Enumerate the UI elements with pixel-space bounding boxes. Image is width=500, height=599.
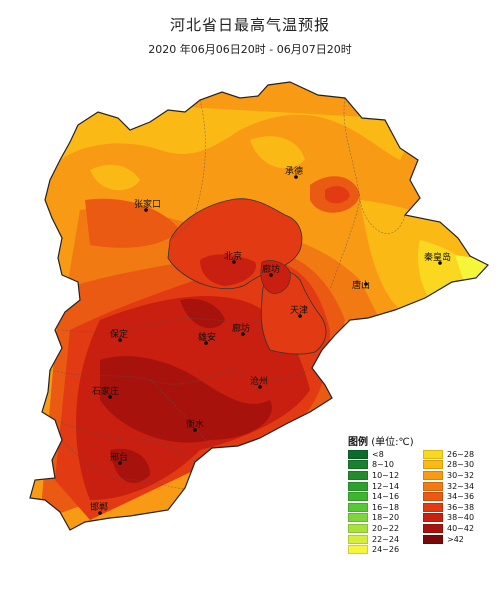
city-tianjin: 天津 [290, 305, 308, 318]
legend-swatch [348, 513, 368, 523]
city-beijing: 北京 [224, 250, 242, 264]
legend-item: 8~10 [348, 460, 399, 471]
legend-swatch [348, 492, 368, 502]
legend-swatch [423, 460, 443, 470]
legend-label: <8 [372, 449, 384, 459]
city-label-tianjin: 天津 [290, 305, 308, 316]
legend-swatch [423, 502, 443, 512]
legend-item: 40~42 [423, 523, 474, 534]
legend-item: 32~34 [423, 481, 474, 492]
legend-swatch [423, 492, 443, 502]
legend-label: 34~36 [447, 492, 475, 502]
legend-swatch [423, 470, 443, 480]
city-shijiazhuang: 石家庄 [92, 385, 119, 399]
legend-column-left: <8 8~10 10~12 12~14 14~16 16~18 18~20 20~22 22~2… [348, 449, 399, 555]
legend-swatch [423, 534, 443, 544]
legend-title: 图例 (单位:℃) [348, 433, 414, 448]
langfang-enclave [260, 260, 291, 295]
map-subtitle: 2020 年06月06日20时 - 06月07日20时 [148, 43, 352, 56]
legend-label: 12~14 [372, 481, 400, 491]
legend-item: 24~26 [348, 544, 399, 555]
city-label-xiongan: 雄安 [198, 331, 216, 343]
legend-label: 16~18 [372, 502, 400, 512]
legend-heading: 图例 [348, 437, 368, 448]
legend-item: >42 [423, 534, 474, 545]
city-xingtai: 邢台 [110, 451, 128, 465]
legend-swatch [423, 481, 443, 491]
legend-swatch [348, 502, 368, 512]
legend-swatch [348, 470, 368, 480]
legend-label: 22~24 [372, 534, 400, 544]
legend-label: 14~16 [372, 492, 400, 502]
city-label-tangshan: 唐山 [352, 279, 370, 291]
legend-swatch [423, 513, 443, 523]
map-title: 河北省日最高气温预报 [169, 16, 330, 34]
city-label-shijiazhuang: 石家庄 [92, 385, 119, 397]
city-baoding: 保定 [110, 328, 128, 342]
city-langfang-2: 廊坊 [232, 322, 250, 336]
city-label-zhangjiakou: 张家口 [134, 198, 161, 210]
city-label-langfang-2: 廊坊 [232, 322, 250, 334]
legend-item: 10~12 [348, 470, 399, 481]
legend-label: 26~28 [447, 449, 475, 459]
legend-item: 14~16 [348, 491, 399, 502]
legend-item: 30~32 [423, 470, 474, 481]
legend-label: 30~32 [447, 470, 475, 480]
legend-swatch [348, 481, 368, 491]
legend-swatch [348, 449, 368, 459]
city-qinhuangdao: 秦皇岛 [424, 251, 451, 265]
legend-column-right: 26~28 28~30 30~32 32~34 34~36 36~38 38~40 40~42… [423, 449, 474, 544]
legend-swatch [348, 523, 368, 533]
legend-item: 26~28 [423, 449, 474, 460]
legend-item: 28~30 [423, 460, 474, 471]
city-tangshan: 唐山 [352, 279, 370, 291]
city-label-baoding: 保定 [110, 328, 128, 340]
city-label-cangzhou: 沧州 [250, 375, 268, 387]
legend-label: 32~34 [447, 481, 475, 491]
city-label-qinhuangdao: 秦皇岛 [424, 251, 451, 263]
legend-item: 38~40 [423, 513, 474, 524]
legend-label: 20~22 [372, 523, 400, 533]
legend-swatch [348, 534, 368, 544]
legend-label: 10~12 [372, 470, 400, 480]
city-hengshui: 衡水 [186, 418, 204, 432]
legend-label: 28~30 [447, 460, 475, 470]
city-label-handan: 邯郸 [90, 501, 108, 513]
legend-item: 34~36 [423, 491, 474, 502]
legend-swatch [423, 523, 443, 533]
legend-item: 12~14 [348, 481, 399, 492]
province-outline [29, 81, 489, 531]
legend: 图例 (单位:℃) <8 8~10 10~12 12~14 14~16 16~18 18~2… [345, 433, 495, 555]
legend-swatch [348, 545, 368, 555]
city-langfang: 廊坊 [262, 263, 280, 277]
city-handan: 邯郸 [90, 501, 108, 515]
city-cangzhou: 沧州 [250, 375, 268, 389]
legend-item: 18~20 [348, 513, 399, 524]
legend-unit: (单位:℃) [371, 437, 414, 448]
legend-item: 22~24 [348, 534, 399, 545]
legend-label: 40~42 [447, 523, 475, 533]
city-label-beijing: 北京 [224, 250, 242, 262]
legend-label: 18~20 [372, 513, 400, 523]
legend-item: 20~22 [348, 523, 399, 534]
legend-swatch [423, 449, 443, 459]
prefecture-boundaries [49, 97, 406, 489]
legend-item: 16~18 [348, 502, 399, 513]
legend-label: 8~10 [372, 460, 394, 470]
city-label-langfang: 廊坊 [262, 263, 280, 275]
city-label-xingtai: 邢台 [110, 451, 128, 463]
city-xiongan: 雄安 [198, 331, 216, 345]
city-label-chengde: 承德 [285, 165, 303, 177]
legend-label: 24~26 [372, 545, 400, 555]
city-zhangjiakou: 张家口 [134, 198, 161, 212]
legend-label: >42 [447, 534, 464, 544]
legend-label: 36~38 [447, 502, 475, 512]
city-chengde: 承德 [285, 165, 303, 179]
city-label-hengshui: 衡水 [186, 418, 204, 430]
legend-item: 36~38 [423, 502, 474, 513]
legend-swatch [348, 460, 368, 470]
legend-item: <8 [348, 449, 399, 460]
legend-label: 38~40 [447, 513, 475, 523]
